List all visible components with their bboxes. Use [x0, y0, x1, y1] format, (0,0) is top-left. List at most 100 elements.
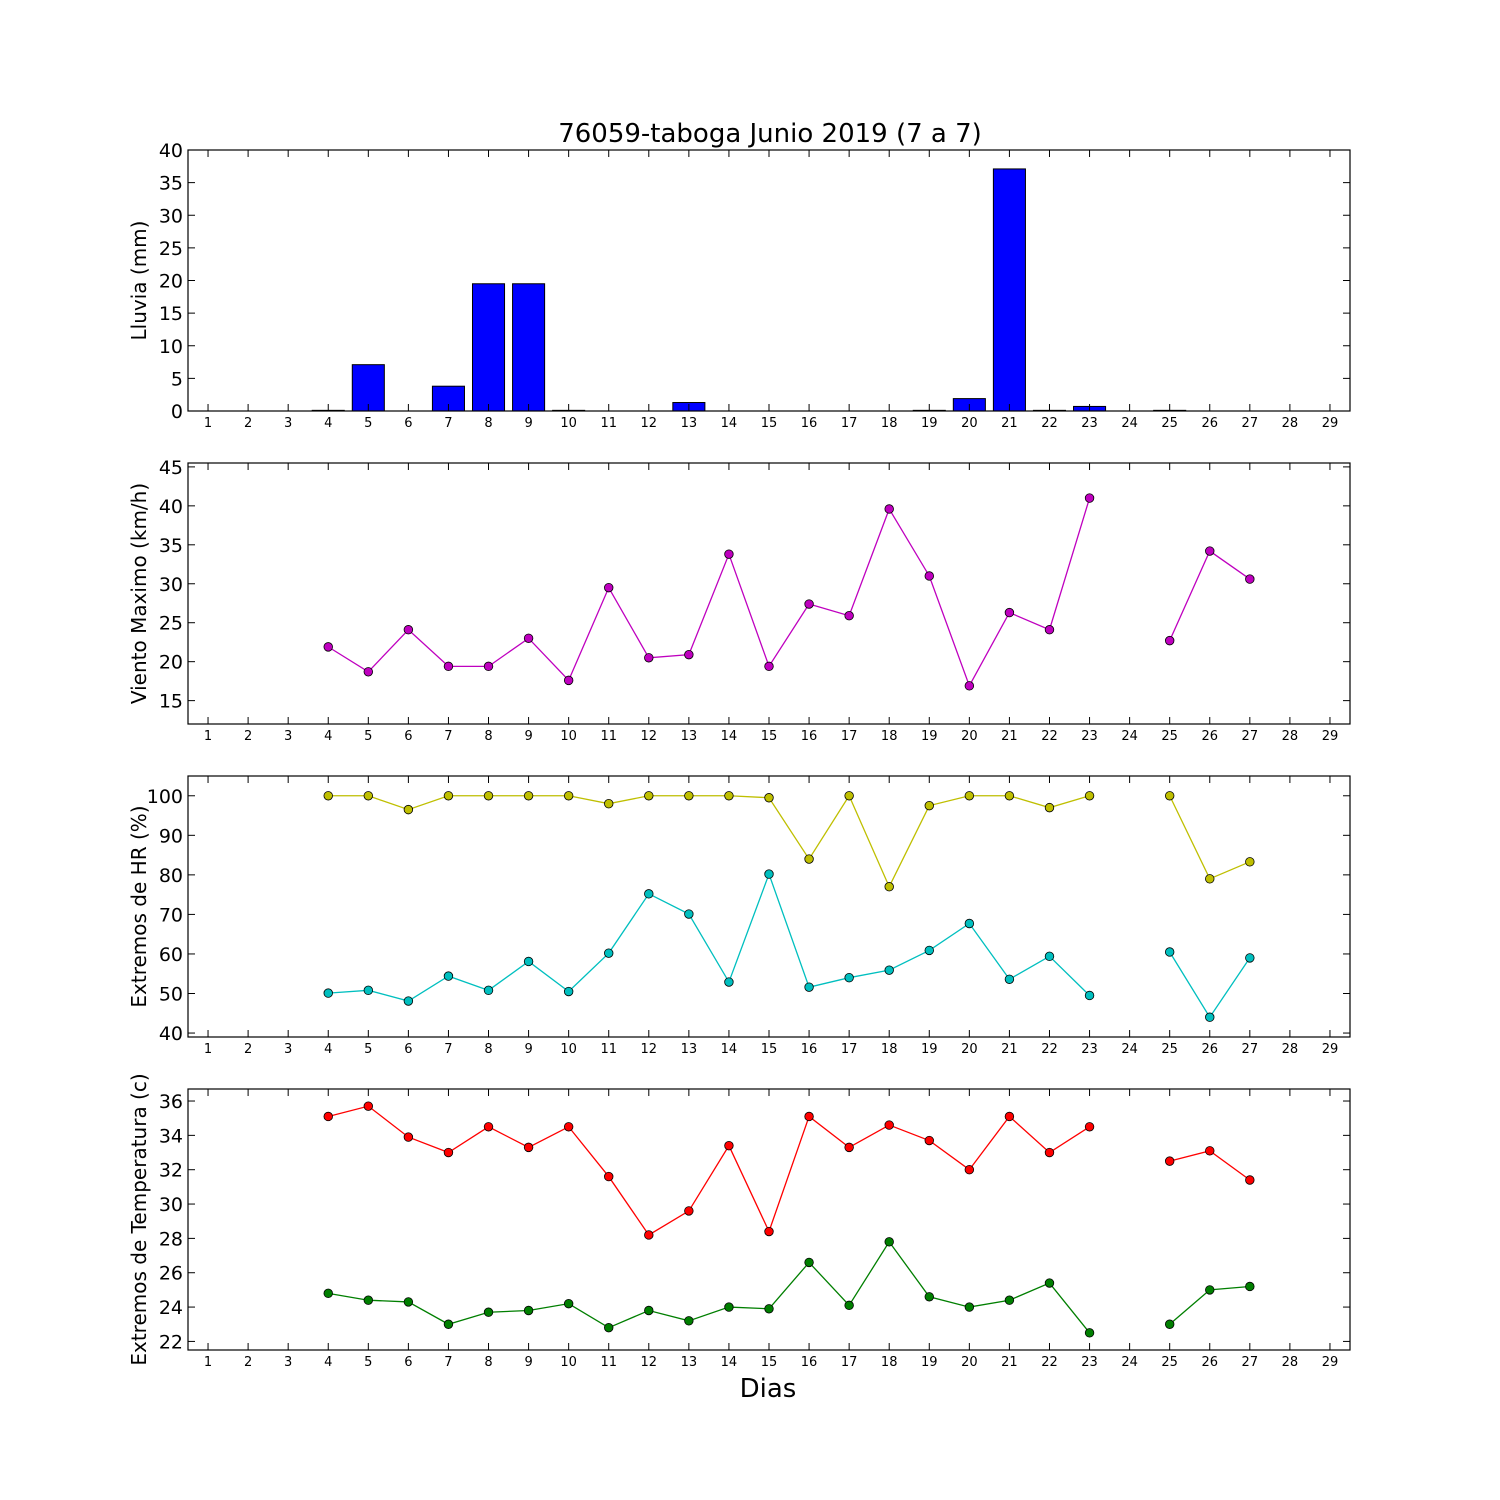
temperature-xtick-label: 2 — [244, 1355, 252, 1370]
temperature-ytick-label: 24 — [159, 1297, 183, 1319]
temperature-series-0-point — [604, 1171, 614, 1182]
humidity-xtick-label: 26 — [1201, 1042, 1218, 1057]
temperature-xtick-label: 26 — [1201, 1355, 1218, 1370]
humidity-xtick-label: 8 — [484, 1042, 492, 1057]
temperature-xtick-label: 22 — [1041, 1355, 1058, 1370]
rain-xtick-label: 16 — [801, 416, 818, 431]
humidity-series-1-point — [604, 948, 614, 958]
temperature-ytick-label: 22 — [159, 1331, 183, 1353]
humidity-series-0-point — [1245, 857, 1255, 867]
rain-xtick-label: 3 — [284, 416, 292, 431]
rain-xtick-label: 4 — [324, 416, 332, 431]
humidity-xtick-label: 16 — [801, 1042, 818, 1057]
x-axis-label: Dias — [740, 1374, 797, 1404]
wind-xtick-label: 1 — [204, 729, 212, 744]
temperature-series-0-point — [644, 1230, 654, 1240]
rain-bar — [351, 364, 385, 412]
wind-xtick-label: 17 — [841, 729, 858, 744]
rain-xtick-label: 13 — [681, 416, 698, 431]
temperature-xtick-label: 21 — [1001, 1355, 1018, 1370]
temperature-series-0-point — [924, 1135, 934, 1146]
rain-xtick-label: 7 — [444, 416, 452, 431]
humidity-xtick-label: 17 — [841, 1042, 858, 1057]
wind-xtick-label: 22 — [1041, 729, 1058, 744]
humidity-series-0-line — [1169, 795, 1251, 880]
wind-xtick-label: 16 — [801, 729, 818, 744]
rain-ytick-label: 15 — [159, 303, 183, 325]
humidity-series-0-point — [804, 854, 814, 864]
temperature-series-1-point — [884, 1237, 894, 1247]
humidity-xtick-label: 7 — [444, 1042, 452, 1057]
temperature-series-1-point — [924, 1292, 934, 1302]
rain-bar — [512, 283, 546, 412]
humidity-series-0-point — [1205, 874, 1215, 884]
humidity-series-0-point — [323, 791, 333, 801]
wind-xtick-label: 23 — [1081, 729, 1098, 744]
temperature-ytick-label: 32 — [159, 1160, 183, 1182]
temperature-series-0-point — [1004, 1111, 1015, 1122]
wind-series-0-point — [804, 599, 814, 609]
humidity-ytick-label: 90 — [159, 825, 183, 847]
temperature-series-0-line — [328, 1105, 1090, 1236]
wind-xtick-label: 10 — [560, 729, 577, 744]
temperature-series-0-point — [523, 1142, 534, 1153]
humidity-series-1-point — [1245, 953, 1255, 963]
humidity-series-0-line — [328, 794, 1090, 889]
wind-ytick-label: 30 — [159, 574, 183, 596]
temperature-xtick-label: 16 — [801, 1355, 818, 1370]
rain-xtick-label: 10 — [560, 416, 577, 431]
temperature-ytick-label: 26 — [159, 1263, 183, 1285]
humidity-xtick-label: 13 — [681, 1042, 698, 1057]
wind-xtick-label: 8 — [484, 729, 492, 744]
rain-xtick-label: 29 — [1322, 416, 1339, 431]
humidity-series-1-point — [523, 956, 534, 967]
rain-xtick-label: 28 — [1282, 416, 1299, 431]
wind-series-0-point — [483, 661, 494, 672]
humidity-series-0-point — [764, 793, 774, 803]
humidity-ylabel: Extremos de HR (%) — [127, 805, 151, 1007]
humidity-series-1-point — [323, 988, 333, 998]
rain-xtick-label: 19 — [921, 416, 938, 431]
humidity-ytick-label: 50 — [159, 984, 183, 1006]
humidity-xtick-label: 24 — [1121, 1042, 1138, 1057]
wind-series-0-point — [724, 549, 734, 559]
wind-xtick-label: 19 — [921, 729, 938, 744]
humidity-series-0-point — [1164, 791, 1175, 801]
humidity-series-1-line — [1169, 951, 1251, 1019]
rain-xtick-label: 21 — [1001, 416, 1018, 431]
humidity-series-0-point — [563, 791, 574, 801]
rain-xtick-label: 14 — [721, 416, 738, 431]
wind-xtick-label: 24 — [1121, 729, 1138, 744]
rain-xtick-label: 9 — [524, 416, 532, 431]
humidity-series-0-point — [1044, 802, 1055, 813]
temperature-xtick-label: 8 — [484, 1355, 492, 1370]
rain-bar — [992, 168, 1026, 412]
temperature-series-0-point — [323, 1111, 333, 1122]
humidity-series-0-point — [1084, 791, 1095, 801]
temperature-series-1-point — [844, 1300, 854, 1311]
wind-ytick-label: 20 — [159, 652, 183, 674]
temperature-series-1-point — [644, 1305, 654, 1316]
humidity-xtick-label: 9 — [524, 1042, 532, 1057]
humidity-series-1-point — [1084, 990, 1095, 1001]
humidity-series-1-point — [684, 909, 694, 919]
humidity-series-0-point — [644, 791, 654, 801]
wind-ytick-label: 45 — [159, 457, 183, 479]
rain-ytick-label: 40 — [159, 140, 183, 162]
wind-xtick-label: 6 — [404, 729, 412, 744]
humidity-series-1-point — [563, 986, 574, 997]
wind-series-0-line — [1169, 550, 1251, 641]
wind-series-0-point — [644, 653, 654, 663]
temperature-series-0-point — [1205, 1146, 1215, 1156]
wind-series-0-point — [884, 504, 894, 514]
rain-xtick-label: 27 — [1242, 416, 1259, 431]
wind-xtick-label: 7 — [444, 729, 452, 744]
wind-xtick-label: 28 — [1282, 729, 1299, 744]
temperature-series-0-point — [483, 1122, 494, 1132]
temperature-xtick-label: 6 — [404, 1355, 412, 1370]
temperature-series-1-point — [964, 1302, 975, 1312]
rain-xtick-label: 8 — [484, 416, 492, 431]
wind-xtick-label: 20 — [961, 729, 978, 744]
